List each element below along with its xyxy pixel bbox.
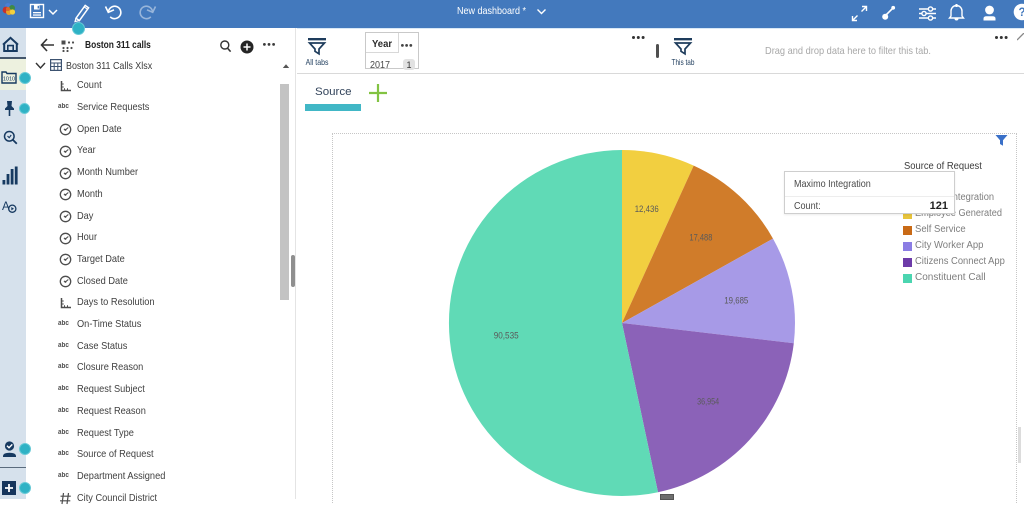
svg-text:?: ? <box>1018 7 1024 19</box>
svg-text:36,954: 36,954 <box>697 397 719 408</box>
svg-text:19,685: 19,685 <box>724 295 748 306</box>
svg-text:1010: 1010 <box>3 77 15 83</box>
svg-text:A: A <box>2 201 10 213</box>
svg-text:17,488: 17,488 <box>689 232 712 243</box>
svg-text:90,535: 90,535 <box>494 330 519 341</box>
svg-text:12,436: 12,436 <box>635 204 659 215</box>
